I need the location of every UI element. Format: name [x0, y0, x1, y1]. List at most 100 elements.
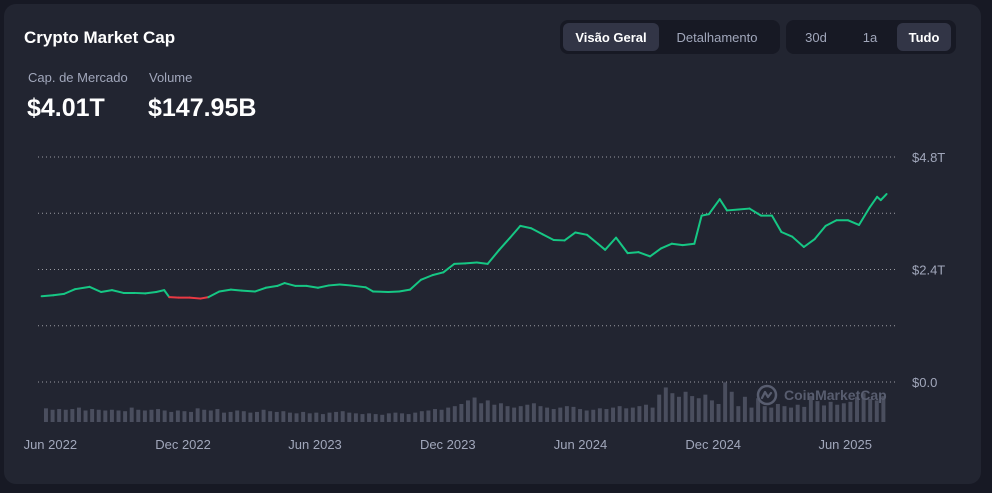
volume-bar [446, 407, 451, 422]
price-line-segment [637, 251, 652, 258]
volume-bar [320, 414, 325, 422]
market-cap-value: $4.01T [27, 94, 105, 122]
volume-bar [505, 406, 510, 422]
price-line-segment [847, 219, 860, 226]
volume-bar [406, 414, 411, 422]
market-cap-label: Cap. de Mercado [28, 70, 128, 85]
price-line-segment [218, 288, 232, 293]
price-line-segment [327, 283, 341, 287]
y-tick-label: $4.8T [912, 150, 945, 165]
volume-bar [433, 409, 437, 422]
volume-bar [123, 411, 128, 422]
price-line-segment [88, 285, 103, 293]
price-line-segment [199, 296, 210, 300]
price-line-segment [188, 296, 202, 300]
volume-bar [578, 409, 583, 422]
volume-bar [485, 400, 490, 422]
range-30d-button[interactable]: 30d [805, 29, 827, 45]
volume-bar [545, 407, 550, 422]
volume-bar [189, 411, 194, 422]
price-line-segment [693, 214, 703, 245]
volume-bar [274, 411, 279, 422]
volume-bar [584, 410, 589, 422]
volume-bar [255, 411, 259, 422]
x-tick-label: Jun 2024 [554, 437, 608, 452]
tab-breakdown[interactable]: Detalhamento [676, 29, 758, 45]
volume-bar [650, 407, 655, 422]
volume-bar [156, 409, 161, 422]
volume-bar [637, 406, 642, 422]
volume-bar [690, 396, 695, 422]
price-line-segment [541, 233, 555, 241]
volume-bar [756, 398, 761, 422]
price-line-segment [305, 284, 319, 289]
range-all-button[interactable]: Tudo [897, 23, 951, 51]
volume-bar [281, 411, 286, 422]
price-line-segment [486, 248, 501, 265]
volume-bar [597, 408, 602, 422]
price-line-segment [100, 289, 113, 293]
volume-bar [459, 404, 464, 422]
volume-bar [828, 401, 833, 422]
volume-bar [525, 404, 530, 422]
volume-bar [881, 396, 886, 422]
price-line-segment [431, 271, 445, 277]
volume-bar [624, 408, 629, 422]
volume-bar [169, 411, 174, 422]
volume-bar [50, 409, 55, 422]
price-line-segment [409, 278, 422, 291]
range-1y-button[interactable]: 1a [862, 29, 878, 45]
price-line-segment [63, 288, 76, 295]
volume-bar [729, 391, 734, 422]
price-line-segment [530, 227, 544, 236]
volume-bar [795, 404, 800, 422]
volume-bar [413, 412, 418, 422]
volume-bar [347, 412, 352, 422]
volume-bar [103, 410, 108, 422]
volume-bar [644, 404, 648, 422]
price-line-segment [253, 286, 267, 293]
price-line-segment [604, 236, 618, 251]
watermark-text: CoinMarketCap [784, 387, 887, 403]
volume-bar [518, 406, 523, 422]
x-tick-label: Dec 2022 [155, 437, 211, 452]
volume-bar [512, 407, 517, 422]
volume-label: Volume [149, 70, 193, 85]
volume-bar [531, 403, 536, 422]
price-line-segment [338, 283, 352, 287]
volume-bar [861, 393, 866, 422]
volume-bar [611, 407, 616, 422]
price-line-segment [718, 198, 728, 212]
price-line-segment [824, 219, 838, 227]
volume-bar [294, 413, 299, 422]
x-tick-label: Jun 2025 [818, 437, 872, 452]
price-line-segment [770, 214, 783, 233]
volume-bar [116, 410, 121, 422]
volume-bar [802, 406, 807, 422]
price-line-segment [163, 289, 171, 299]
price-line-segment [596, 242, 607, 251]
coinmarketcap-watermark: CoinMarketCap [756, 384, 887, 406]
price-line-segment [240, 289, 256, 293]
price-line-segment [155, 289, 166, 293]
volume-bar [472, 397, 477, 422]
volume-bar [208, 410, 213, 422]
price-line-segment [857, 206, 871, 226]
volume-bar [808, 396, 813, 422]
price-line-segment [264, 284, 279, 289]
price-line-segment [737, 207, 751, 211]
volume-bar [367, 413, 372, 422]
tab-overview[interactable]: Visão Geral [563, 23, 659, 51]
volume-bar [762, 406, 767, 422]
view-toggle: Visão Geral Detalhamento [560, 20, 780, 54]
volume-bar [492, 404, 497, 422]
volume-bar [538, 406, 543, 422]
volume-bar [380, 414, 385, 422]
volume-bar [182, 411, 187, 422]
volume-bar [709, 400, 714, 422]
volume-bar [353, 413, 358, 422]
price-line-segment [349, 284, 367, 289]
price-line-segment [283, 282, 297, 287]
price-line-segment [398, 288, 412, 293]
